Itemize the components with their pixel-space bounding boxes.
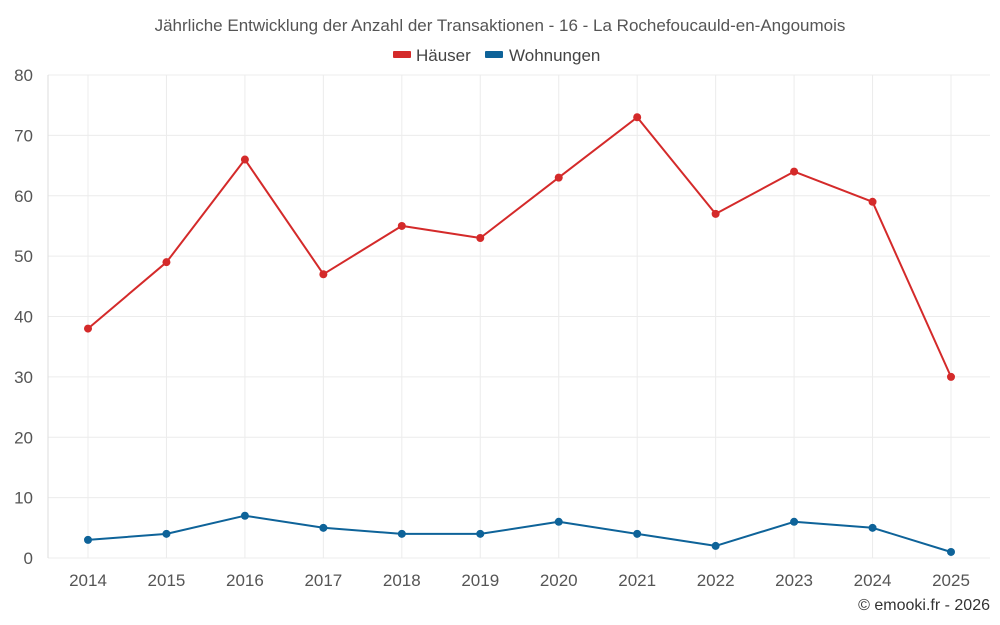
y-tick-label: 0	[24, 549, 33, 568]
legend[interactable]: Häuser Wohnungen	[393, 46, 600, 65]
x-tick-label: 2020	[540, 571, 578, 590]
x-tick-label: 2023	[775, 571, 813, 590]
y-tick-label: 30	[14, 368, 33, 387]
y-tick-label: 50	[14, 247, 33, 266]
data-point-wohnungen[interactable]	[554, 517, 563, 526]
x-tick-label: 2021	[618, 571, 656, 590]
data-point-haeuser[interactable]	[240, 155, 249, 164]
x-tick-label: 2019	[461, 571, 499, 590]
y-tick-label: 40	[14, 308, 33, 327]
data-point-wohnungen[interactable]	[397, 529, 406, 538]
data-point-haeuser[interactable]	[84, 324, 92, 333]
data-point-wohnungen[interactable]	[476, 529, 485, 538]
x-tick-label: 2022	[697, 571, 735, 590]
series	[84, 113, 955, 556]
data-point-wohnungen[interactable]	[319, 523, 328, 532]
data-point-wohnungen[interactable]	[162, 529, 171, 538]
y-tick-label: 10	[14, 489, 33, 508]
data-point-haeuser[interactable]	[633, 113, 642, 122]
x-tick-label: 2025	[932, 571, 970, 590]
data-point-wohnungen[interactable]	[868, 523, 877, 532]
data-point-haeuser[interactable]	[947, 372, 955, 381]
x-tick-label: 2017	[304, 571, 342, 590]
legend-swatch-wohnungen	[485, 51, 503, 58]
data-point-haeuser[interactable]	[868, 197, 877, 206]
x-tick-label: 2018	[383, 571, 421, 590]
data-point-haeuser[interactable]	[476, 234, 485, 243]
data-point-wohnungen[interactable]	[240, 511, 249, 520]
grid	[47, 74, 990, 559]
data-point-wohnungen[interactable]	[947, 547, 955, 556]
series-line-haeuser	[87, 116, 952, 378]
y-tick-label: 70	[14, 126, 33, 145]
credit-text: © emooki.fr - 2026	[858, 597, 990, 614]
data-point-haeuser[interactable]	[162, 258, 171, 267]
x-tick-label: 2014	[69, 571, 107, 590]
y-tick-label: 20	[14, 428, 33, 447]
data-point-haeuser[interactable]	[711, 209, 720, 218]
data-point-wohnungen[interactable]	[711, 541, 720, 550]
data-point-haeuser[interactable]	[554, 173, 563, 182]
y-tick-label: 80	[14, 66, 33, 85]
legend-label-wohnungen[interactable]: Wohnungen	[509, 46, 600, 65]
x-tick-label: 2016	[226, 571, 264, 590]
legend-label-haeuser[interactable]: Häuser	[416, 46, 471, 65]
x-tick-label: 2024	[854, 571, 892, 590]
data-point-haeuser[interactable]	[319, 270, 328, 279]
legend-swatch-haeuser	[393, 51, 411, 58]
data-point-haeuser[interactable]	[397, 221, 406, 230]
axes: 0 10 20 30 40 50 60 70 80 2014 2015 2016 2017 2018 201…	[14, 66, 970, 590]
data-point-wohnungen[interactable]	[790, 517, 799, 526]
y-tick-label: 60	[14, 187, 33, 206]
data-point-haeuser[interactable]	[790, 167, 799, 176]
series-line-wohnungen	[87, 514, 952, 553]
x-tick-label: 2015	[148, 571, 186, 590]
chart-title: Jährliche Entwicklung der Anzahl der Tra…	[155, 16, 846, 35]
data-point-wohnungen[interactable]	[633, 529, 642, 538]
data-point-wohnungen[interactable]	[84, 535, 92, 544]
